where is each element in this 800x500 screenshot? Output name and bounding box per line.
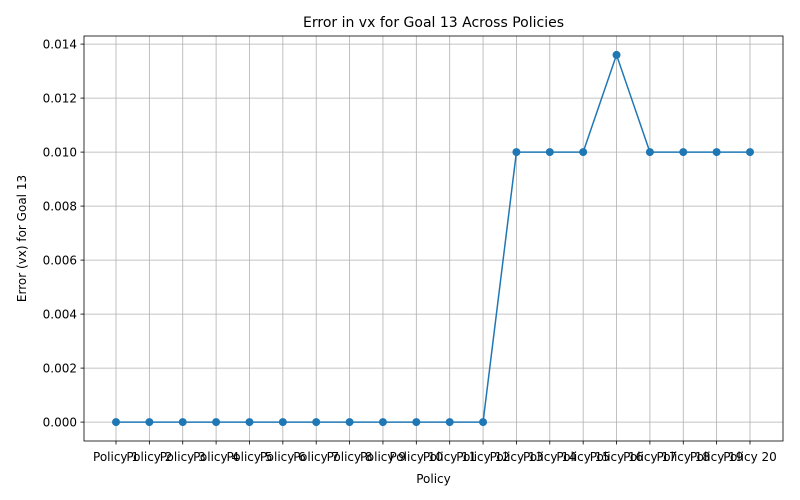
- data-point: [579, 148, 588, 157]
- data-point: [645, 148, 654, 157]
- x-tick-label: Policy 19: [690, 450, 744, 464]
- y-tick-label: 0.006: [43, 253, 77, 267]
- x-tick-label: Policy 9: [360, 450, 406, 464]
- x-tick-label: Policy 2: [126, 450, 172, 464]
- x-tick-label: Policy 1: [93, 450, 139, 464]
- series-line: [116, 52, 750, 423]
- y-tick-label: 0.012: [43, 91, 77, 105]
- y-axis-ticks: 0.000 0.002 0.004 0.006 0.008 0.010 0.012 0.014: [43, 37, 84, 429]
- y-tick-label: 0.008: [43, 199, 77, 213]
- y-tick-label: 0.000: [43, 415, 77, 429]
- data-point: [612, 50, 621, 59]
- data-point: [479, 418, 488, 427]
- grid-lines: [84, 36, 783, 441]
- series-line-group: [112, 50, 754, 427]
- x-tick-label: Policy 12: [456, 450, 510, 464]
- x-tick-label: Policy 11: [423, 450, 477, 464]
- data-point: [312, 418, 321, 427]
- x-tick-label: Policy 10: [390, 450, 444, 464]
- data-point: [412, 418, 421, 427]
- data-point: [679, 148, 688, 157]
- data-point: [746, 148, 754, 157]
- x-tick-label: Policy 6: [260, 450, 306, 464]
- data-point: [145, 418, 154, 427]
- x-tick-label: Policy 17: [623, 450, 677, 464]
- x-tick-label: Policy 15: [556, 450, 610, 464]
- x-tick-label: Policy 5: [226, 450, 272, 464]
- y-axis-label: Error (vx) for Goal 13: [15, 175, 29, 302]
- data-point: [345, 418, 354, 427]
- x-tick-label: Policy 7: [293, 450, 339, 464]
- data-point: [512, 148, 521, 157]
- data-point: [245, 418, 254, 427]
- data-point: [445, 418, 454, 427]
- x-tick-label: Policy 20: [723, 450, 777, 464]
- x-axis-label: Policy: [416, 472, 451, 486]
- data-point: [545, 148, 554, 157]
- x-tick-label: Policy 3: [160, 450, 206, 464]
- data-point: [712, 148, 721, 157]
- y-tick-label: 0.002: [43, 361, 77, 375]
- data-point: [378, 418, 387, 427]
- x-tick-label: Policy 13: [490, 450, 544, 464]
- y-tick-label: 0.014: [43, 37, 77, 51]
- y-tick-label: 0.004: [43, 307, 77, 321]
- plot-frame: [83, 35, 784, 442]
- x-tick-label: Policy 16: [590, 450, 644, 464]
- x-tick-label: Policy 4: [193, 450, 239, 464]
- data-point: [212, 418, 221, 427]
- data-point: [178, 418, 187, 427]
- chart-title: Error in vx for Goal 13 Across Policies: [303, 15, 564, 31]
- x-tick-label: Policy 14: [523, 450, 577, 464]
- x-tick-label: Policy 8: [327, 450, 373, 464]
- data-point: [278, 418, 287, 427]
- data-point: [112, 418, 120, 427]
- x-tick-label: Policy 18: [656, 450, 710, 464]
- y-tick-label: 0.010: [43, 145, 77, 159]
